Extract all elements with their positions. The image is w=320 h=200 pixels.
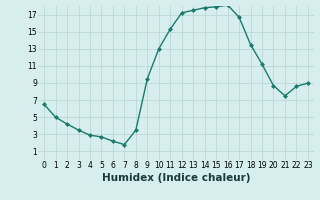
X-axis label: Humidex (Indice chaleur): Humidex (Indice chaleur) <box>102 173 250 183</box>
